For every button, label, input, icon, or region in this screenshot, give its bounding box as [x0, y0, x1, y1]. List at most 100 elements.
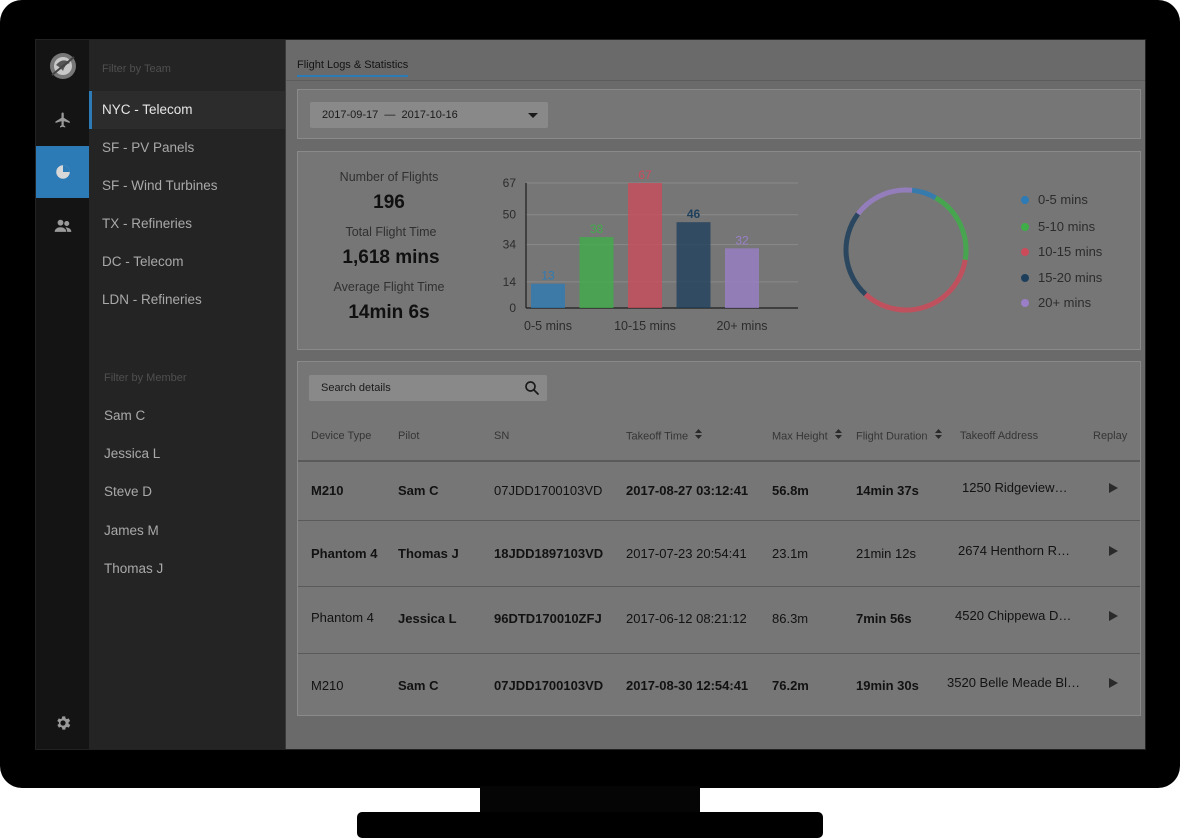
legend-dot [1021, 273, 1029, 282]
team-filter-heading: Filter by Team [102, 63, 171, 75]
date-panel: 2017-09-17 — 2017-10-16 [297, 89, 1141, 139]
pie-chart-icon[interactable] [36, 146, 89, 198]
legend-item: 10-15 mins [1021, 244, 1102, 260]
cell-takeoff-address: 2674 Henthorn R… [958, 543, 1071, 558]
avg-time-label: Average Flight Time [333, 280, 445, 294]
sort-icon[interactable] [834, 429, 842, 442]
cell-max-height: 56.8m [772, 483, 809, 498]
y-tick-label: 34 [503, 238, 517, 252]
icon-rail [36, 40, 89, 749]
column-header-device-type: Device Type [311, 430, 372, 442]
cell-sn: 96DTD170010ZFJ [494, 611, 602, 626]
x-tick-label: 10-15 mins [614, 319, 676, 333]
legend-item: 15-20 mins [1021, 270, 1102, 286]
search-input[interactable]: Search details [309, 375, 547, 401]
cell-device: M210 [311, 483, 344, 498]
legend-label: 0-5 mins [1038, 192, 1088, 207]
play-icon[interactable] [1109, 611, 1118, 621]
column-header-takeoff-time[interactable]: Takeoff Time [626, 429, 703, 443]
table-row[interactable]: Phantom 4 Thomas J 18JDD1897103VD 2017-0… [298, 521, 1140, 587]
play-icon[interactable] [1109, 546, 1118, 556]
cell-flight-duration: 21min 12s [856, 546, 916, 561]
member-item[interactable]: Jessica L [104, 446, 161, 461]
cell-sn: 07JDD1700103VD [494, 678, 604, 693]
legend-item: 5-10 mins [1021, 219, 1095, 235]
cell-flight-duration: 19min 30s [856, 678, 919, 693]
cell-takeoff-time: 2017-06-12 08:21:12 [626, 611, 747, 626]
legend-dot [1021, 247, 1029, 256]
cell-max-height: 76.2m [772, 678, 809, 693]
table-row[interactable]: Phantom 4 Jessica L 96DTD170010ZFJ 2017-… [298, 587, 1140, 654]
bar-value-label: 32 [735, 233, 749, 247]
gear-icon[interactable] [36, 697, 89, 749]
search-icon[interactable] [523, 379, 541, 407]
donut-slice [911, 187, 937, 201]
legend-label: 5-10 mins [1038, 219, 1096, 234]
bar [725, 248, 759, 308]
sort-icon[interactable] [695, 429, 703, 442]
total-time-label: Total Flight Time [345, 225, 437, 239]
column-header-flight-duration[interactable]: Flight Duration [856, 429, 942, 443]
flight-log-table-panel: Search details Device Type Pilot SN Take… [297, 361, 1141, 716]
app-logo-icon[interactable] [36, 40, 89, 92]
column-header-max-height[interactable]: Max Height [772, 429, 842, 443]
date-range-select[interactable]: 2017-09-17 — 2017-10-16 [310, 102, 548, 128]
team-item-ldn-refineries[interactable]: LDN - Refineries [102, 292, 202, 307]
cell-pilot: Thomas J [398, 546, 459, 561]
team-item-dc-telecom[interactable]: DC - Telecom [102, 254, 184, 269]
cell-takeoff-address: 1250 Ridgeview… [962, 480, 1068, 495]
y-tick-label: 14 [503, 275, 517, 289]
table-row[interactable]: M210 Sam C 07JDD1700103VD 2017-08-30 12:… [298, 654, 1140, 714]
avg-time-value: 14min 6s [348, 302, 430, 323]
cell-max-height: 86.3m [772, 611, 809, 626]
donut-slice [934, 195, 969, 261]
cell-takeoff-address: 3520 Belle Meade Bl… [947, 675, 1080, 690]
sort-icon[interactable] [934, 429, 942, 442]
team-item-sf-wind-turbines[interactable]: SF - Wind Turbines [102, 178, 218, 193]
x-tick-label: 20+ mins [716, 319, 767, 333]
people-icon[interactable] [36, 200, 89, 252]
cell-max-height: 23.1m [772, 546, 809, 561]
bar [676, 222, 711, 308]
team-item-tx-refineries[interactable]: TX - Refineries [102, 216, 193, 231]
team-item-nyc-telecom[interactable]: NYC - Telecom [89, 91, 285, 129]
legend-dot [1021, 298, 1029, 307]
member-item[interactable]: Sam C [104, 408, 146, 423]
stats-panel: Number of Flights 196 Total Flight Time … [297, 151, 1141, 350]
legend-label: 20+ mins [1038, 295, 1092, 310]
bar [628, 183, 662, 308]
table-row[interactable]: M210 Sam C 07JDD1700103VD 2017-08-27 03:… [298, 462, 1140, 521]
team-item-sf-pv-panels[interactable]: SF - PV Panels [102, 140, 195, 155]
bar-value-label: 46 [687, 207, 701, 221]
bar-value-label: 13 [541, 269, 555, 283]
legend-label: 15-20 mins [1038, 270, 1103, 285]
member-item[interactable]: Steve D [104, 484, 153, 499]
member-item[interactable]: Thomas J [104, 561, 164, 576]
y-tick-label: 67 [503, 176, 517, 190]
chevron-down-icon [528, 113, 538, 118]
table-header-divider [298, 460, 1140, 462]
cell-device: Phantom 4 [311, 546, 378, 561]
flight-duration-donut-chart [843, 187, 969, 313]
cell-device: M210 [311, 678, 344, 693]
total-time-value: 1,618 mins [342, 247, 440, 268]
app-screen: Filter by Team NYC - Telecom SF - PV Pan… [35, 39, 1146, 750]
legend-label: 10-15 mins [1038, 244, 1103, 259]
column-header-replay: Replay [1093, 430, 1128, 442]
cell-sn: 07JDD1700103VD [494, 483, 603, 498]
airplane-icon[interactable] [36, 94, 89, 146]
flights-count-value: 196 [373, 192, 405, 213]
member-filter-heading: Filter by Member [104, 372, 187, 384]
member-item[interactable]: James M [104, 523, 159, 538]
tab-flight-logs[interactable]: Flight Logs & Statistics [297, 59, 409, 77]
cell-takeoff-time: 2017-08-27 03:12:41 [626, 483, 749, 498]
search-placeholder: Search details [321, 382, 391, 394]
cell-pilot: Sam C [398, 678, 439, 693]
play-icon[interactable] [1109, 483, 1118, 493]
x-tick-label: 0-5 mins [524, 319, 572, 333]
y-tick-label: 0 [509, 301, 516, 315]
legend-dot [1021, 222, 1029, 231]
cell-pilot: Jessica L [398, 611, 457, 626]
play-icon[interactable] [1109, 678, 1118, 688]
legend-item: 20+ mins [1021, 295, 1091, 311]
